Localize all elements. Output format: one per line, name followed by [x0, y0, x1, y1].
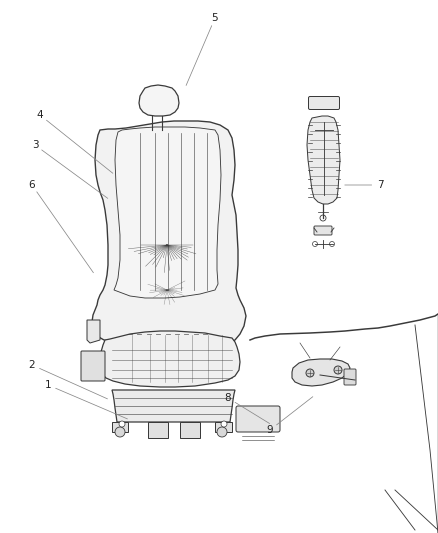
FancyBboxPatch shape: [236, 406, 280, 432]
Circle shape: [329, 241, 335, 246]
FancyBboxPatch shape: [308, 96, 339, 109]
Circle shape: [306, 369, 314, 377]
Polygon shape: [114, 127, 221, 298]
Circle shape: [312, 241, 318, 246]
Text: 5: 5: [212, 13, 218, 23]
FancyBboxPatch shape: [314, 226, 332, 235]
Text: 9: 9: [267, 425, 273, 435]
Circle shape: [320, 215, 326, 221]
Polygon shape: [180, 422, 200, 438]
Polygon shape: [112, 422, 128, 432]
Polygon shape: [112, 390, 235, 422]
Text: 6: 6: [28, 180, 35, 190]
Circle shape: [119, 421, 125, 427]
Polygon shape: [139, 85, 179, 116]
FancyBboxPatch shape: [344, 369, 356, 385]
Polygon shape: [100, 331, 240, 387]
FancyBboxPatch shape: [81, 351, 105, 381]
Circle shape: [115, 427, 125, 437]
Polygon shape: [307, 116, 340, 204]
Text: 7: 7: [377, 180, 383, 190]
Polygon shape: [87, 320, 100, 343]
Text: 1: 1: [45, 380, 51, 390]
Circle shape: [334, 366, 342, 374]
Circle shape: [217, 427, 227, 437]
Polygon shape: [148, 422, 168, 438]
Text: 4: 4: [37, 110, 43, 120]
Polygon shape: [215, 422, 232, 432]
Circle shape: [221, 421, 227, 427]
Polygon shape: [292, 359, 350, 386]
Polygon shape: [92, 121, 246, 358]
Text: 3: 3: [32, 140, 38, 150]
Text: 8: 8: [225, 393, 231, 403]
Text: 2: 2: [28, 360, 35, 370]
